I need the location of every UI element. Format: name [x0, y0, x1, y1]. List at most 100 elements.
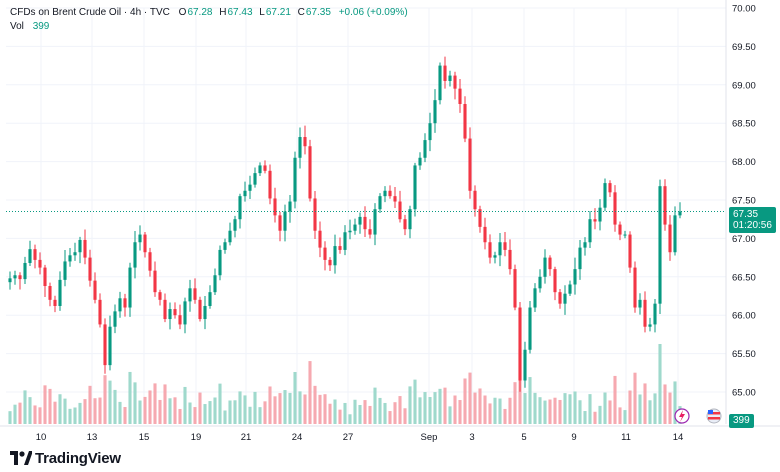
volume-value: 399: [32, 21, 50, 32]
candle-body: [68, 255, 72, 262]
volume-bar: [528, 377, 532, 424]
volume-bar: [288, 392, 292, 424]
candle-body: [538, 276, 542, 289]
open-label: O: [178, 7, 187, 18]
candle-body: [368, 229, 372, 235]
candle-body: [198, 299, 202, 320]
candle-body: [558, 292, 562, 304]
candle-body: [328, 259, 332, 266]
volume-bar: [538, 397, 542, 424]
candle-body: [103, 324, 107, 366]
candle-body: [678, 211, 682, 216]
volume-bar: [253, 391, 257, 424]
volume-badge: 399: [729, 414, 754, 428]
volume-label: Vol: [10, 21, 24, 32]
time-tick-label: 13: [87, 432, 98, 443]
candle-body: [48, 286, 52, 300]
candle-body: [153, 270, 157, 293]
volume-bar: [138, 400, 142, 424]
candle-body: [93, 280, 97, 300]
candle-body: [168, 309, 172, 320]
close-value: 67.35: [305, 7, 331, 18]
volume-bar: [148, 390, 152, 424]
candle-body: [623, 234, 627, 236]
volume-bar: [143, 396, 147, 424]
volume-bar: [373, 387, 377, 424]
price-tick-label: 65.50: [732, 349, 756, 360]
time-tick-label: 15: [139, 432, 150, 443]
candle-body: [108, 326, 112, 366]
candle-body: [398, 201, 402, 220]
candle-body: [13, 275, 17, 279]
candle-body: [208, 292, 212, 306]
last-price-value: 67.35: [733, 209, 759, 220]
volume-bar: [113, 389, 117, 424]
candle-body: [178, 315, 182, 325]
symbol-title[interactable]: CFDs on Brent Crude Oil · 4h · TVC: [10, 7, 170, 18]
candle-body: [18, 275, 22, 280]
volume-bar: [648, 400, 652, 424]
volume-bar: [123, 407, 127, 424]
last-price-badge: 67.35 01:20:56: [729, 207, 776, 233]
volume-bar: [243, 395, 247, 424]
candle-body: [363, 216, 367, 230]
volume-bar: [443, 387, 447, 424]
low-label: L: [259, 7, 265, 18]
candle-body: [83, 239, 87, 258]
price-tick-label: 67.50: [732, 196, 756, 207]
volume-bar: [603, 392, 607, 424]
price-tick-label: 66.50: [732, 272, 756, 283]
time-tick-label: 5: [521, 432, 526, 443]
price-tick-label: 68.00: [732, 157, 756, 168]
candle-body: [303, 137, 307, 147]
candle-body: [453, 75, 457, 89]
volume-bar: [263, 401, 267, 424]
volume-bar: [208, 401, 212, 424]
flag-stripe: [708, 412, 720, 415]
candle-body: [633, 267, 637, 308]
volume-bar: [633, 372, 637, 424]
volume-bar: [313, 385, 317, 424]
brand-name: TradingView: [35, 450, 121, 467]
volume-bar: [503, 408, 507, 424]
volume-bar: [268, 386, 272, 424]
candle-body: [663, 186, 667, 225]
volume-bar: [108, 380, 112, 424]
candle-body: [593, 219, 597, 222]
volume-bar: [258, 407, 262, 424]
volume-bar: [333, 399, 337, 424]
volume-bar: [283, 390, 287, 424]
volume-bar: [388, 411, 392, 424]
volume-bar: [133, 382, 137, 424]
candle-body: [323, 247, 327, 260]
volume-bar: [8, 411, 12, 424]
candle-body: [578, 247, 582, 270]
volume-bar: [398, 396, 402, 424]
candle-body: [653, 303, 657, 325]
candle-body: [508, 249, 512, 270]
candle-body: [233, 219, 237, 231]
candle-body: [243, 190, 247, 197]
candle-body: [393, 196, 397, 202]
candle-body: [658, 186, 662, 304]
candles: [8, 56, 682, 392]
candle-body: [218, 249, 222, 276]
candle-body: [643, 299, 647, 327]
tradingview-logo[interactable]: TradingView: [10, 450, 121, 472]
volume-bar: [33, 405, 37, 424]
volume-bar: [98, 397, 102, 424]
volume-bar: [73, 407, 77, 424]
volume-bar: [493, 397, 497, 424]
candle-body: [598, 207, 602, 222]
candle-body: [418, 157, 422, 166]
volume-bar: [188, 402, 192, 424]
volume-bar: [618, 407, 622, 424]
volume-bar: [83, 399, 87, 424]
volume-bar: [53, 401, 57, 424]
volume-bar: [218, 383, 222, 424]
candle-body: [513, 269, 517, 308]
volume-bar: [213, 397, 217, 424]
price-tick-label: 69.50: [732, 42, 756, 53]
